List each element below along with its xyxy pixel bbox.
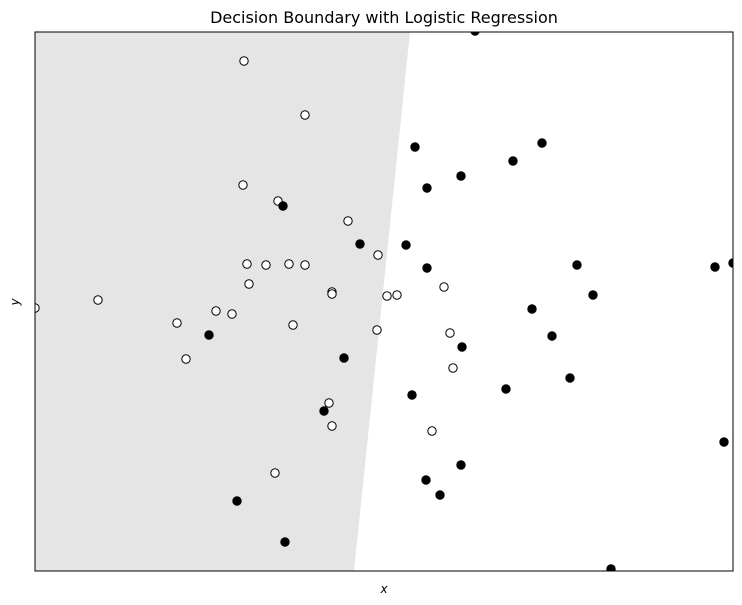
filled-point-2 xyxy=(410,142,420,152)
hollow-point-24 xyxy=(181,354,191,364)
filled-point-3 xyxy=(508,156,518,166)
filled-point-18 xyxy=(457,342,467,352)
hollow-point-28 xyxy=(427,426,437,436)
hollow-point-29 xyxy=(270,468,280,478)
filled-point-11 xyxy=(710,262,720,272)
filled-point-14 xyxy=(588,290,598,300)
hollow-point-22 xyxy=(372,325,382,335)
hollow-point-15 xyxy=(382,291,392,301)
hollow-point-12 xyxy=(327,289,337,299)
plot-area xyxy=(34,31,734,572)
hollow-point-20 xyxy=(172,318,182,328)
filled-point-22 xyxy=(319,406,329,416)
hollow-point-8 xyxy=(284,259,294,269)
filled-point-25 xyxy=(435,490,445,500)
class-region xyxy=(35,32,410,571)
hollow-point-26 xyxy=(324,398,334,408)
hollow-point-2 xyxy=(238,180,248,190)
filled-point-17 xyxy=(339,353,349,363)
filled-point-15 xyxy=(547,331,557,341)
filled-point-16 xyxy=(204,330,214,340)
filled-point-26 xyxy=(232,496,242,506)
filled-point-28 xyxy=(606,564,616,571)
hollow-point-18 xyxy=(211,306,221,316)
hollow-point-7 xyxy=(261,260,271,270)
data-points xyxy=(35,32,733,571)
chart-title: Decision Boundary with Logistic Regressi… xyxy=(210,8,558,27)
hollow-point-23 xyxy=(445,328,455,338)
hollow-point-1 xyxy=(300,110,310,120)
filled-point-21 xyxy=(501,384,511,394)
filled-point-27 xyxy=(280,537,290,547)
filled-point-9 xyxy=(422,263,432,273)
hollow-point-21 xyxy=(288,320,298,330)
hollow-point-17 xyxy=(35,303,40,313)
filled-point-23 xyxy=(456,460,466,470)
plot-frame xyxy=(34,31,734,572)
filled-point-29 xyxy=(719,437,729,447)
filled-point-19 xyxy=(407,390,417,400)
hollow-point-19 xyxy=(227,309,237,319)
filled-point-10 xyxy=(572,260,582,270)
y-axis-label: y xyxy=(8,298,22,307)
filled-point-20 xyxy=(565,373,575,383)
hollow-point-10 xyxy=(244,279,254,289)
filled-point-7 xyxy=(355,239,365,249)
x-axis-label: x xyxy=(379,582,388,596)
hollow-point-13 xyxy=(392,290,402,300)
hollow-point-4 xyxy=(343,216,353,226)
filled-point-0 xyxy=(470,32,480,36)
hollow-point-5 xyxy=(373,250,383,260)
hollow-point-9 xyxy=(300,260,310,270)
hollow-point-25 xyxy=(448,363,458,373)
filled-point-6 xyxy=(278,201,288,211)
filled-point-4 xyxy=(422,183,432,193)
hollow-point-0 xyxy=(239,56,249,66)
filled-point-24 xyxy=(421,475,431,485)
filled-point-5 xyxy=(456,171,466,181)
hollow-point-6 xyxy=(242,259,252,269)
filled-point-1 xyxy=(537,138,547,148)
hollow-point-16 xyxy=(93,295,103,305)
hollow-point-14 xyxy=(439,282,449,292)
hollow-point-27 xyxy=(327,421,337,431)
filled-point-13 xyxy=(527,304,537,314)
filled-point-8 xyxy=(401,240,411,250)
